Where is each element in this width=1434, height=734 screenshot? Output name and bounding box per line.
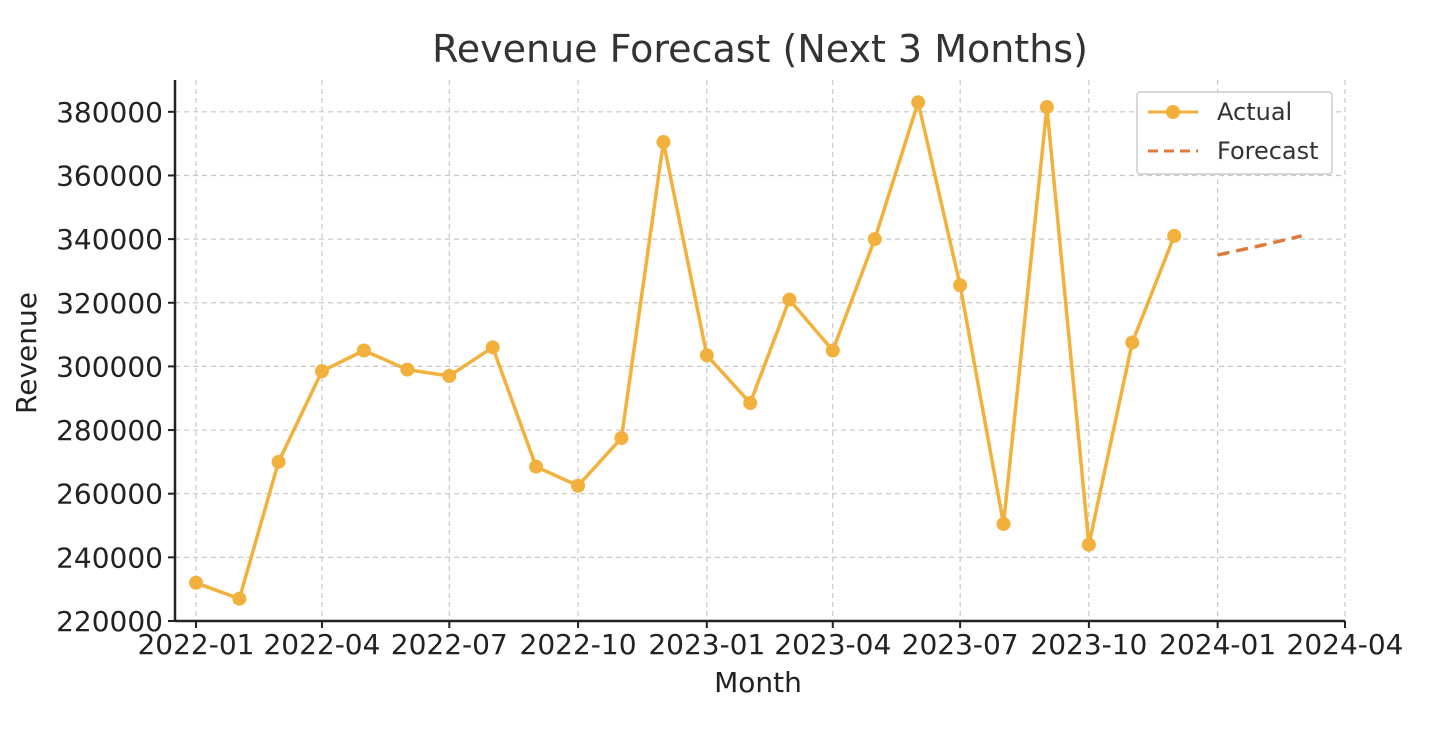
x-tick-label: 2022-07: [391, 628, 508, 661]
x-axis-label: Month: [714, 666, 802, 699]
series: [188, 95, 1303, 606]
data-point-actual: [1167, 228, 1182, 243]
data-point-actual: [356, 343, 371, 358]
x-tick-label: 2023-10: [1030, 628, 1147, 661]
y-tick-label: 300000: [56, 350, 163, 383]
legend-label-actual: Actual: [1217, 98, 1292, 126]
data-point-actual: [656, 135, 671, 150]
x-tick-label: 2023-04: [774, 628, 891, 661]
data-point-actual: [232, 591, 247, 606]
y-tick-label: 320000: [56, 287, 163, 320]
y-axis-label: Revenue: [10, 292, 43, 414]
x-tick-label: 2022-10: [520, 628, 637, 661]
data-point-actual: [699, 348, 714, 363]
data-point-actual: [400, 362, 415, 377]
data-point-actual: [1081, 537, 1096, 552]
series-line-forecast: [1217, 234, 1303, 257]
data-point-actual: [614, 431, 629, 446]
legend-marker-actual: [1166, 105, 1180, 119]
x-tick-label: 2022-04: [263, 628, 380, 661]
y-tick-label: 280000: [56, 414, 163, 447]
axes: 220000 240000 260000 280000 300000 320000 3400…: [56, 80, 1404, 661]
series-line-actual: [195, 100, 1176, 601]
x-tick-label: 2023-01: [648, 628, 765, 661]
x-tick-label: 2023-07: [902, 628, 1019, 661]
data-point-actual: [782, 292, 797, 307]
y-tick-label: 220000: [56, 605, 163, 638]
data-point-actual: [314, 364, 329, 379]
y-tick-label: 260000: [56, 478, 163, 511]
y-tick-label: 360000: [56, 159, 163, 192]
legend-label-forecast: Forecast: [1217, 137, 1319, 165]
x-tick-label: 2024-01: [1159, 628, 1276, 661]
data-point-actual: [1125, 335, 1140, 350]
data-point-actual: [911, 95, 926, 110]
data-point-actual: [1039, 100, 1054, 115]
data-point-actual: [825, 343, 840, 358]
legend: Actual Forecast: [1136, 91, 1333, 175]
data-point-actual: [996, 516, 1011, 531]
data-point-actual: [529, 459, 544, 474]
x-tick-label: 2022-01: [137, 628, 254, 661]
y-tick-label: 340000: [56, 223, 163, 256]
y-tick-label: 240000: [56, 541, 163, 574]
chart-title: Revenue Forecast (Next 3 Months): [432, 27, 1088, 71]
data-point-actual: [485, 340, 500, 355]
x-tick-label: 2024-04: [1287, 628, 1404, 661]
data-point-actual: [188, 575, 203, 590]
data-point-actual: [953, 278, 968, 293]
data-point-actual: [442, 368, 457, 383]
data-point-actual: [571, 478, 586, 493]
data-point-actual: [743, 396, 758, 411]
y-tick-label: 380000: [56, 96, 163, 129]
data-point-actual: [867, 232, 882, 247]
data-point-actual: [271, 454, 286, 469]
